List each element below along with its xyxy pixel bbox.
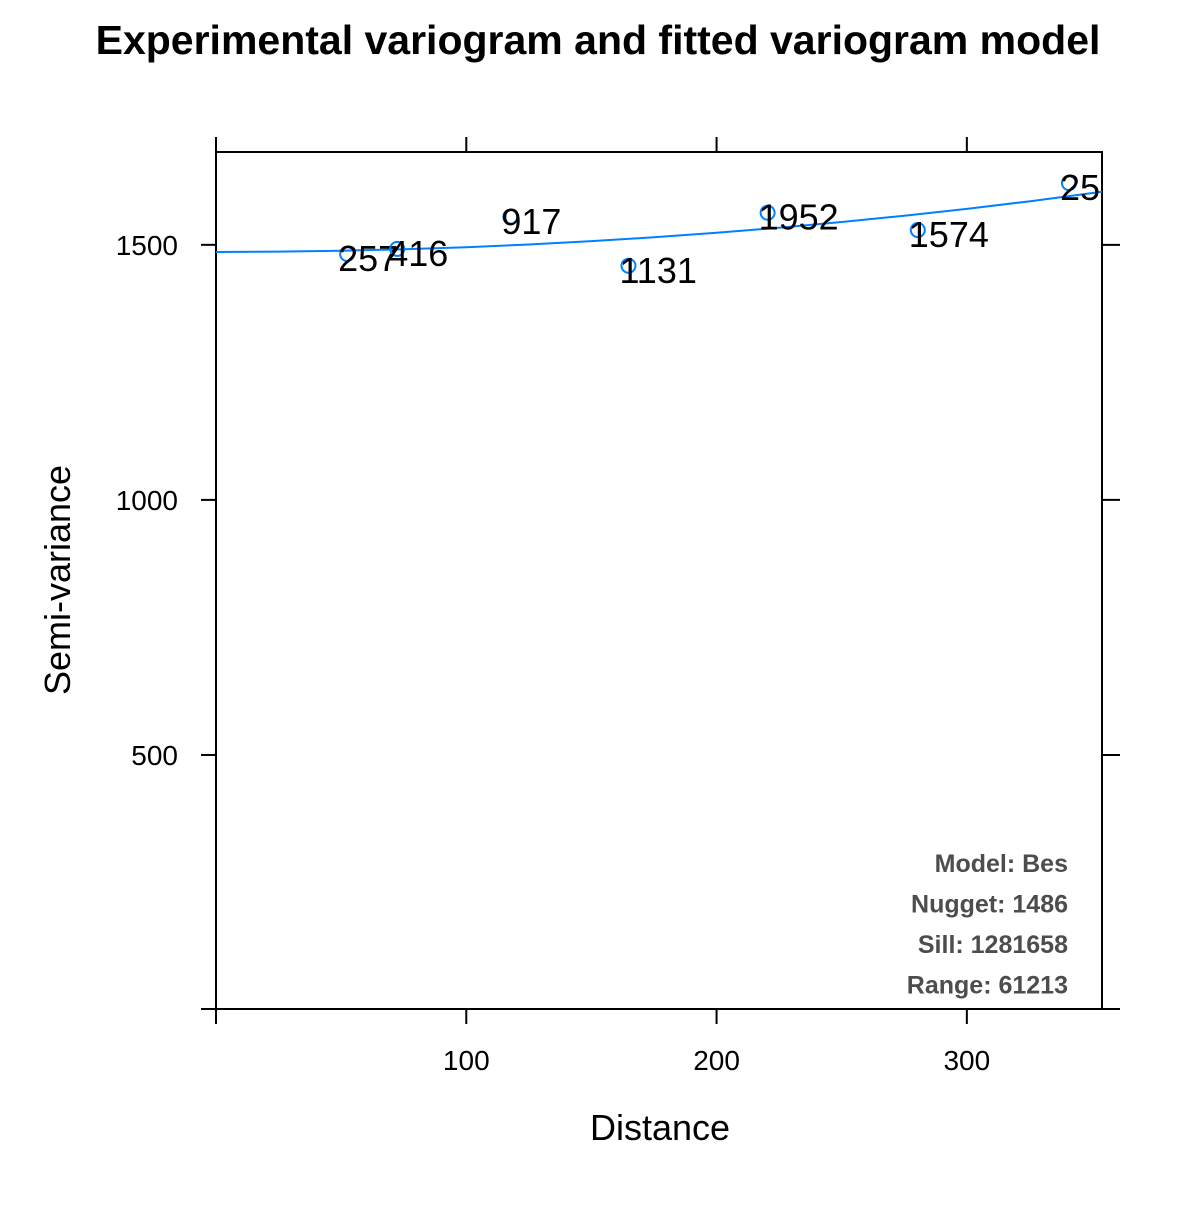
point-count-label: 1574 bbox=[909, 214, 989, 255]
point-count-label: 1131 bbox=[619, 250, 696, 291]
point-count-label: 416 bbox=[388, 233, 448, 274]
chart-title: Experimental variogram and fitted variog… bbox=[96, 17, 1101, 63]
x-tick-label: 300 bbox=[943, 1045, 990, 1076]
x-tick-label: 200 bbox=[693, 1045, 740, 1076]
point-count-label: 257 bbox=[338, 238, 398, 279]
variogram-point bbox=[502, 208, 519, 225]
point-count-label: 253 bbox=[1060, 167, 1120, 208]
fitted-variogram-line bbox=[216, 190, 1102, 253]
plot-panel bbox=[215, 151, 1103, 1010]
y-tick-label: 1500 bbox=[116, 230, 178, 261]
x-axis-label: Distance bbox=[590, 1107, 730, 1148]
x-tick-label: 100 bbox=[443, 1045, 490, 1076]
variogram-point bbox=[389, 240, 406, 257]
variogram-point bbox=[620, 257, 637, 274]
model-annotation: Range: 61213 bbox=[907, 972, 1068, 1000]
y-tick-label: 500 bbox=[131, 740, 178, 771]
y-axis-label: Semi-variance bbox=[37, 465, 78, 695]
variogram-point bbox=[1060, 175, 1077, 192]
variogram-point bbox=[339, 246, 356, 263]
point-count-label: 917 bbox=[501, 201, 561, 242]
variogram-point bbox=[759, 204, 776, 221]
y-tick-label: 1000 bbox=[116, 485, 178, 516]
model-annotation: Nugget: 1486 bbox=[911, 891, 1068, 919]
point-count-label: 1952 bbox=[759, 197, 839, 238]
variogram-point bbox=[909, 222, 926, 239]
model-annotation: Model: Bes bbox=[935, 850, 1068, 878]
model-annotation: Sill: 1281658 bbox=[918, 931, 1068, 959]
